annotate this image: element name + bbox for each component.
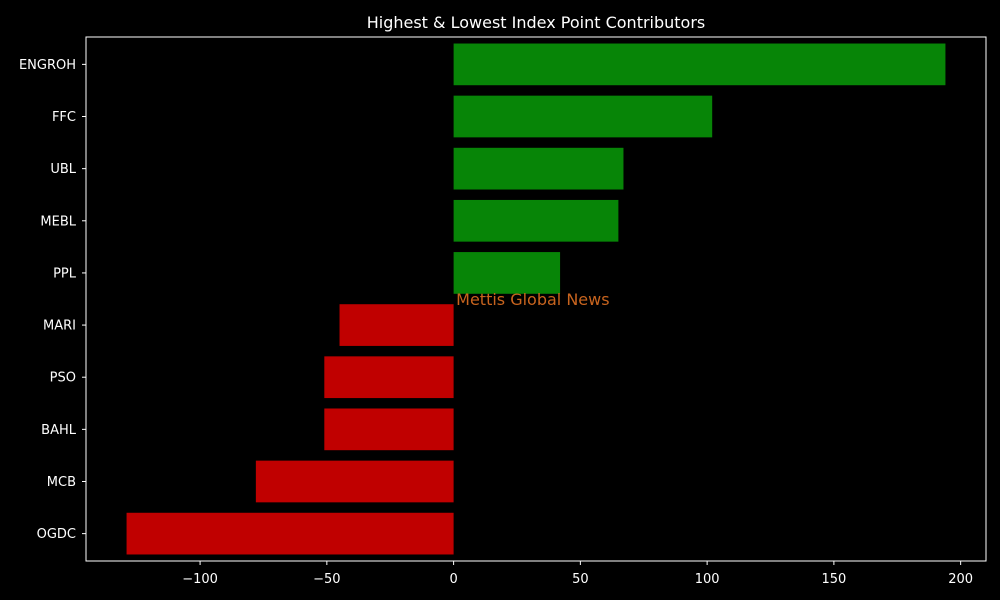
bar-ogdc [126, 512, 454, 555]
y-tick-label-bahl: BAHL [41, 423, 77, 438]
y-tick-label-mebl: MEBL [40, 214, 76, 229]
y-axis: ENGROH FFC UBL MEBL PPL MARI PSO BAHL MCB OGDC [19, 58, 86, 542]
bar-ffc [453, 95, 713, 138]
bar-mcb [255, 460, 454, 503]
x-tick-label: 150 [821, 572, 846, 587]
x-tick-label: −50 [313, 572, 340, 587]
x-tick-label: −100 [182, 572, 218, 587]
y-tick-label-ubl: UBL [50, 162, 76, 177]
y-tick-label-ffc: FFC [52, 110, 76, 125]
y-tick-label-ogdc: OGDC [37, 527, 76, 542]
y-tick-label-mari: MARI [43, 319, 76, 334]
x-tick-label: 200 [948, 572, 973, 587]
watermark-annotation: Mettis Global News [456, 290, 609, 309]
x-tick-label: 0 [449, 572, 457, 587]
y-tick-label-engroh: ENGROH [19, 58, 76, 73]
y-tick-label-ppl: PPL [53, 266, 77, 281]
x-axis: −100 −50 0 50 100 150 200 [182, 561, 973, 587]
chart-title: Highest & Lowest Index Point Contributor… [367, 13, 706, 32]
bar-mebl [453, 199, 619, 242]
bar-mari [339, 304, 454, 346]
bar-bahl [324, 408, 454, 451]
x-tick-label: 100 [695, 572, 720, 587]
x-tick-label: 50 [572, 572, 589, 587]
bar-ppl [453, 252, 561, 294]
y-tick-label-mcb: MCB [47, 475, 76, 490]
y-tick-label-pso: PSO [50, 371, 76, 386]
bar-ubl [453, 147, 624, 190]
bar-engroh [453, 43, 946, 86]
bars-layer [126, 43, 946, 555]
bar-pso [324, 356, 454, 399]
plot-frame [85, 36, 987, 562]
